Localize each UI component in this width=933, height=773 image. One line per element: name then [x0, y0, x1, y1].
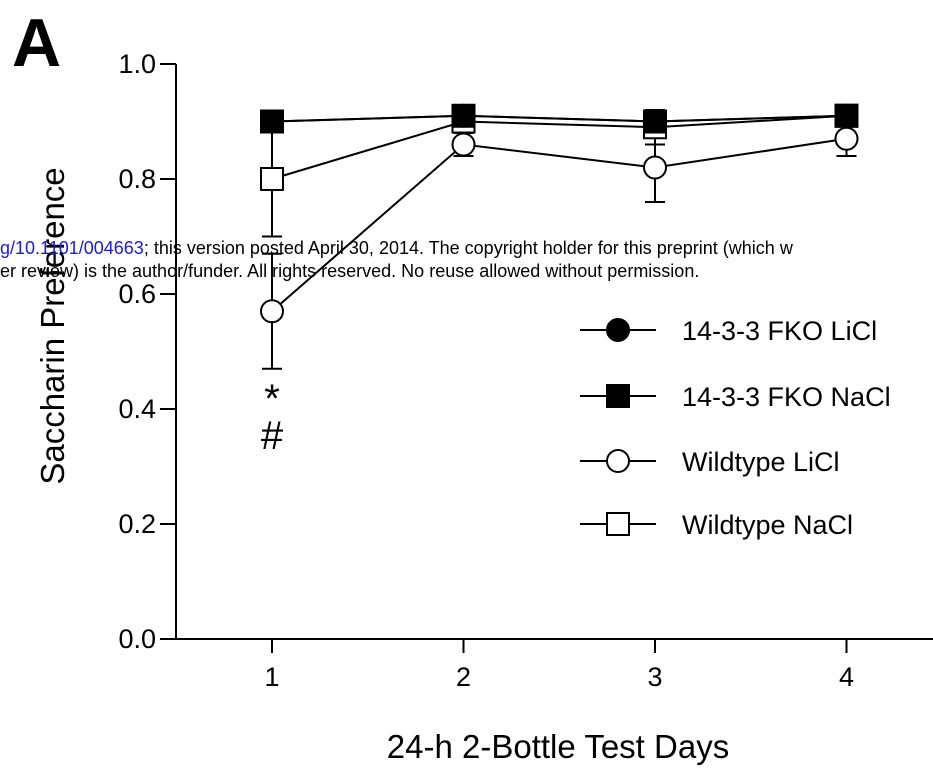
legend-label: 14-3-3 FKO NaCl: [682, 382, 891, 412]
data-point: [643, 109, 667, 134]
watermark-line-1: g/10.1101/004663; this version posted Ap…: [0, 238, 794, 258]
legend-marker: [606, 384, 630, 408]
y-tick-label: 0.0: [118, 624, 156, 654]
data-point: [451, 132, 476, 157]
x-ticks: 1 2 3 4: [264, 639, 854, 692]
legend: 14-3-3 FKO LiCl 14-3-3 FKO NaCl Wildtype L…: [580, 316, 891, 540]
y-tick-label: 1.0: [118, 49, 156, 79]
data-point: [260, 167, 284, 191]
legend-label: Wildtype NaCl: [682, 510, 853, 540]
y-axis-title: Saccharin Preference: [34, 167, 71, 484]
watermark-doi-link[interactable]: g/10.1101/004663: [0, 238, 144, 258]
series-line: [271, 114, 847, 180]
legend-label: 14-3-3 FKO LiCl: [682, 316, 877, 346]
legend-marker: [606, 449, 630, 473]
axes: [175, 64, 933, 640]
legend-label: Wildtype LiCl: [682, 447, 840, 477]
x-tick-label: 3: [647, 662, 662, 692]
y-ticks: 0.0 0.2 0.4 0.6 0.8 1.0: [118, 49, 176, 654]
legend-marker: [606, 512, 630, 536]
series-line: [271, 137, 847, 313]
data-markers: [260, 103, 859, 324]
data-point: [451, 103, 476, 128]
legend-marker: [606, 318, 630, 342]
x-tick-label: 4: [839, 662, 854, 692]
y-tick-label: 0.6: [118, 279, 156, 309]
watermark-line-1-text: ; this version posted April 30, 2014. Th…: [144, 238, 794, 258]
significance-star: *: [264, 377, 280, 421]
y-tick-label: 0.2: [118, 509, 156, 539]
series-line: [271, 114, 847, 123]
panel-label: A: [12, 5, 61, 81]
data-point: [834, 103, 859, 128]
x-tick-label: 1: [264, 662, 279, 692]
watermark-line-2: er review) is the author/funder. All rig…: [0, 261, 699, 281]
data-point: [260, 109, 284, 134]
y-tick-label: 0.8: [118, 164, 156, 194]
x-axis-title: 24-h 2-Bottle Test Days: [387, 728, 729, 765]
data-point: [643, 155, 667, 180]
series-lines: [271, 114, 847, 313]
x-tick-label: 2: [456, 662, 471, 692]
significance-hash: #: [261, 414, 284, 458]
data-point: [260, 299, 284, 324]
data-point: [834, 126, 859, 151]
y-tick-label: 0.4: [118, 394, 156, 424]
